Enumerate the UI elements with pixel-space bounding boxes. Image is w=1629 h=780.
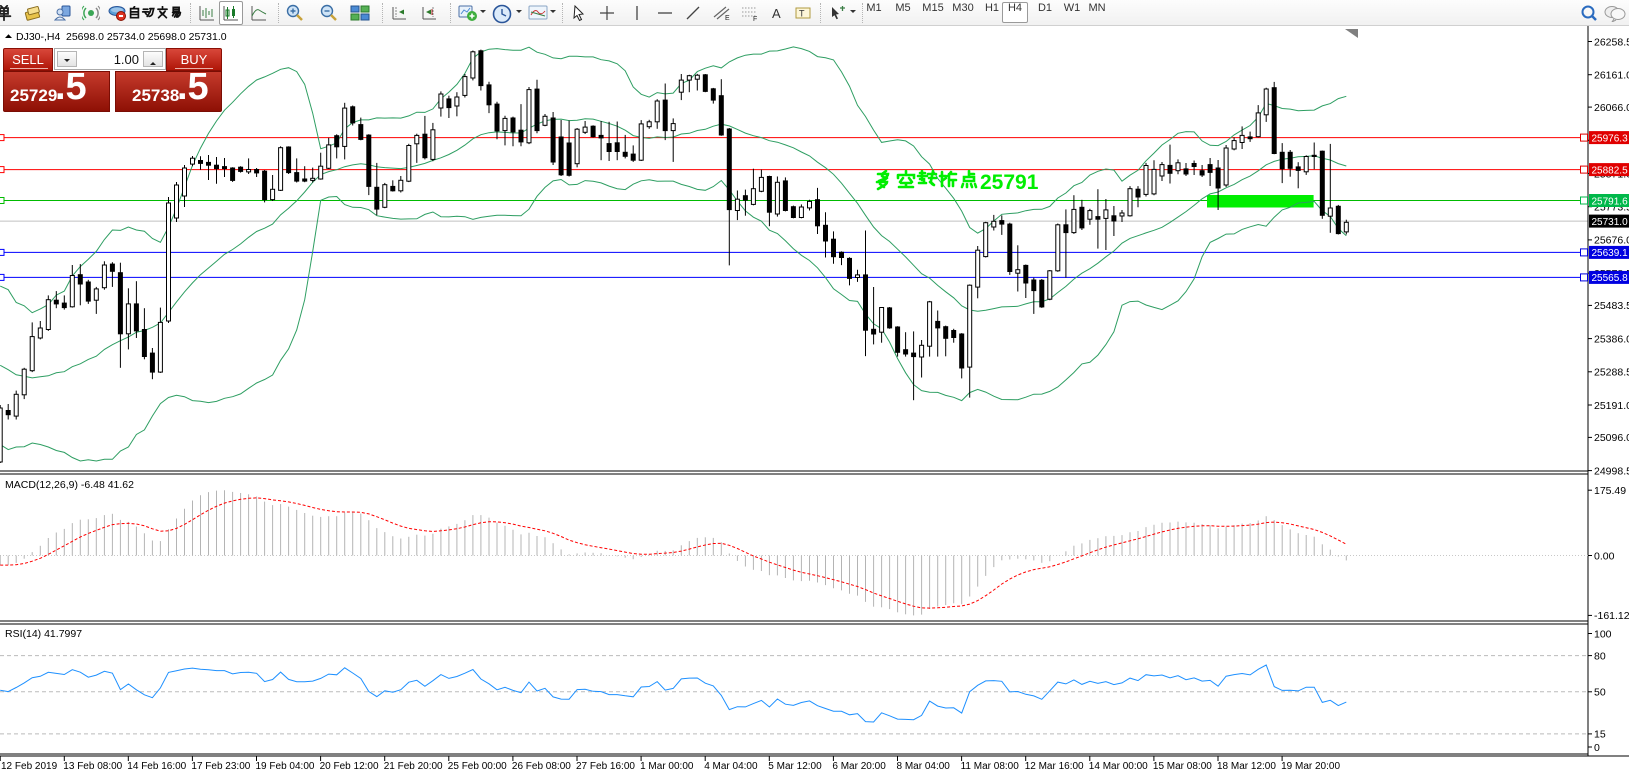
svg-text:26066.0: 26066.0 (1594, 102, 1629, 114)
svg-text:25882.5: 25882.5 (1592, 165, 1629, 176)
svg-text:175.49: 175.49 (1594, 485, 1626, 497)
svg-text:15 Mar 08:00: 15 Mar 08:00 (1153, 761, 1212, 772)
svg-text:21 Feb 20:00: 21 Feb 20:00 (384, 761, 443, 772)
svg-text:T: T (799, 9, 805, 19)
svg-text:25 Feb 00:00: 25 Feb 00:00 (448, 761, 507, 772)
svg-text:F: F (753, 16, 757, 22)
svg-text:13 Feb 08:00: 13 Feb 08:00 (63, 761, 122, 772)
svg-text:50: 50 (1594, 687, 1606, 699)
svg-text:25731.0: 25731.0 (1592, 217, 1629, 228)
svg-text:25565.8: 25565.8 (1592, 273, 1629, 284)
svg-text:8 Mar 04:00: 8 Mar 04:00 (897, 761, 951, 772)
svg-text:25976.3: 25976.3 (1592, 133, 1629, 144)
svg-text:DJ30-,H4: DJ30-,H4 (16, 31, 61, 43)
svg-text:25386.0: 25386.0 (1594, 333, 1629, 345)
svg-text:24998.5: 24998.5 (1594, 465, 1629, 477)
svg-text:17 Feb 23:00: 17 Feb 23:00 (191, 761, 250, 772)
svg-text:100: 100 (1594, 628, 1612, 640)
svg-text:25639.1: 25639.1 (1592, 248, 1629, 259)
svg-text:19 Mar 20:00: 19 Mar 20:00 (1281, 761, 1340, 772)
svg-text:26 Feb 08:00: 26 Feb 08:00 (512, 761, 571, 772)
svg-text:25191.0: 25191.0 (1594, 400, 1629, 412)
svg-text:25096.0: 25096.0 (1594, 432, 1629, 444)
svg-text:-161.12: -161.12 (1594, 610, 1629, 622)
svg-text:6 Mar 20:00: 6 Mar 20:00 (832, 761, 886, 772)
svg-text:27 Feb 16:00: 27 Feb 16:00 (576, 761, 635, 772)
svg-text:14 Feb 16:00: 14 Feb 16:00 (127, 761, 186, 772)
svg-text:19 Feb 04:00: 19 Feb 04:00 (256, 761, 315, 772)
svg-text:12 Mar 16:00: 12 Mar 16:00 (1025, 761, 1084, 772)
svg-text:E: E (725, 15, 730, 22)
svg-text:5 Mar 12:00: 5 Mar 12:00 (768, 761, 822, 772)
svg-text:15: 15 (1594, 729, 1606, 741)
svg-text:25676.0: 25676.0 (1594, 235, 1629, 247)
svg-text:25483.5: 25483.5 (1594, 300, 1629, 312)
svg-text:1 Mar 00:00: 1 Mar 00:00 (640, 761, 694, 772)
svg-text:18 Mar 12:00: 18 Mar 12:00 (1217, 761, 1276, 772)
svg-text:25791: 25791 (980, 171, 1039, 194)
svg-text:25791.6: 25791.6 (1592, 196, 1629, 207)
svg-text:A: A (772, 6, 781, 21)
svg-text:12 Feb 2019: 12 Feb 2019 (1, 761, 58, 772)
svg-text:14 Mar 00:00: 14 Mar 00:00 (1089, 761, 1148, 772)
svg-text:80: 80 (1594, 650, 1606, 662)
svg-text:25288.5: 25288.5 (1594, 367, 1629, 379)
svg-text:0: 0 (1594, 742, 1600, 754)
svg-text:RSI(14) 41.7997: RSI(14) 41.7997 (5, 628, 82, 640)
svg-text:11 Mar 08:00: 11 Mar 08:00 (961, 761, 1020, 772)
svg-text:26258.5: 26258.5 (1594, 36, 1629, 48)
svg-text:MACD(12,26,9) -6.48 41.62: MACD(12,26,9) -6.48 41.62 (5, 479, 134, 491)
svg-text:25698.0 25734.0 25698.0 25731.: 25698.0 25734.0 25698.0 25731.0 (66, 31, 227, 43)
svg-text:20 Feb 12:00: 20 Feb 12:00 (320, 761, 379, 772)
svg-text:4 Mar 04:00: 4 Mar 04:00 (704, 761, 758, 772)
svg-text:26161.0: 26161.0 (1594, 70, 1629, 82)
svg-text:0.00: 0.00 (1594, 550, 1615, 562)
